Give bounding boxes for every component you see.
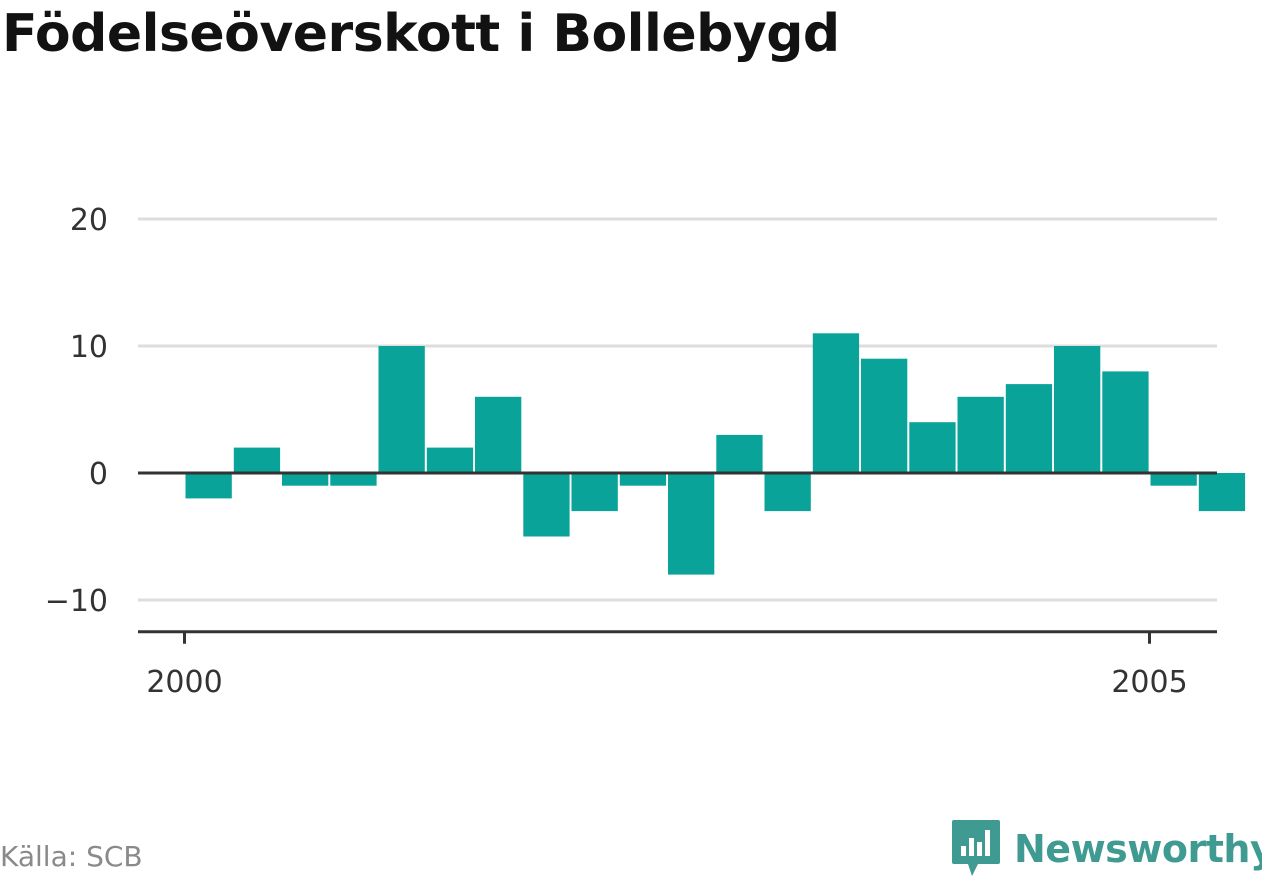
newsworthy-logo[interactable]: Newsworthy	[950, 818, 1262, 880]
bar-2002-Q4	[716, 435, 762, 473]
bar-2003-Q4	[909, 422, 955, 473]
bar-2004-Q4	[1102, 371, 1148, 473]
bar-2002-Q1	[572, 473, 618, 511]
bar-2001-Q3	[475, 397, 521, 473]
bar-2005-Q2	[1199, 473, 1245, 511]
x-tick-label: 2000	[146, 665, 222, 700]
brand-name: Newsworthy	[1014, 827, 1262, 871]
x-axis-labels: 200020052010201520202025	[146, 632, 1262, 700]
newsworthy-logo-icon	[950, 818, 1002, 880]
y-tick-label: 10	[70, 330, 108, 365]
bar-2001-Q2	[427, 448, 473, 473]
y-axis-labels: 20 10 0 −10	[45, 203, 108, 619]
bar-2000-Q2	[234, 448, 280, 473]
bar-2002-Q3	[668, 473, 714, 575]
bar-2003-Q1	[765, 473, 811, 511]
x-tick-label: 2005	[1111, 665, 1187, 700]
bar-2001-Q1	[379, 346, 425, 473]
bar-2000-Q1	[186, 473, 232, 498]
bar-2000-Q3	[282, 473, 328, 486]
y-tick-label: 20	[70, 203, 108, 238]
bar-2002-Q2	[620, 473, 666, 486]
bar-2004-Q2	[1006, 384, 1052, 473]
bars	[186, 194, 1262, 613]
bar-2004-Q1	[958, 397, 1004, 473]
bar-2003-Q2	[813, 333, 859, 473]
bar-2003-Q3	[861, 359, 907, 473]
bar-2005-Q1	[1151, 473, 1197, 486]
bar-2001-Q4	[523, 473, 569, 537]
y-tick-label: −10	[45, 584, 108, 619]
source-note: Källa: SCB	[0, 840, 143, 873]
bar-2000-Q4	[330, 473, 376, 486]
bar-2004-Q3	[1054, 346, 1100, 473]
y-tick-label: 0	[89, 457, 108, 492]
